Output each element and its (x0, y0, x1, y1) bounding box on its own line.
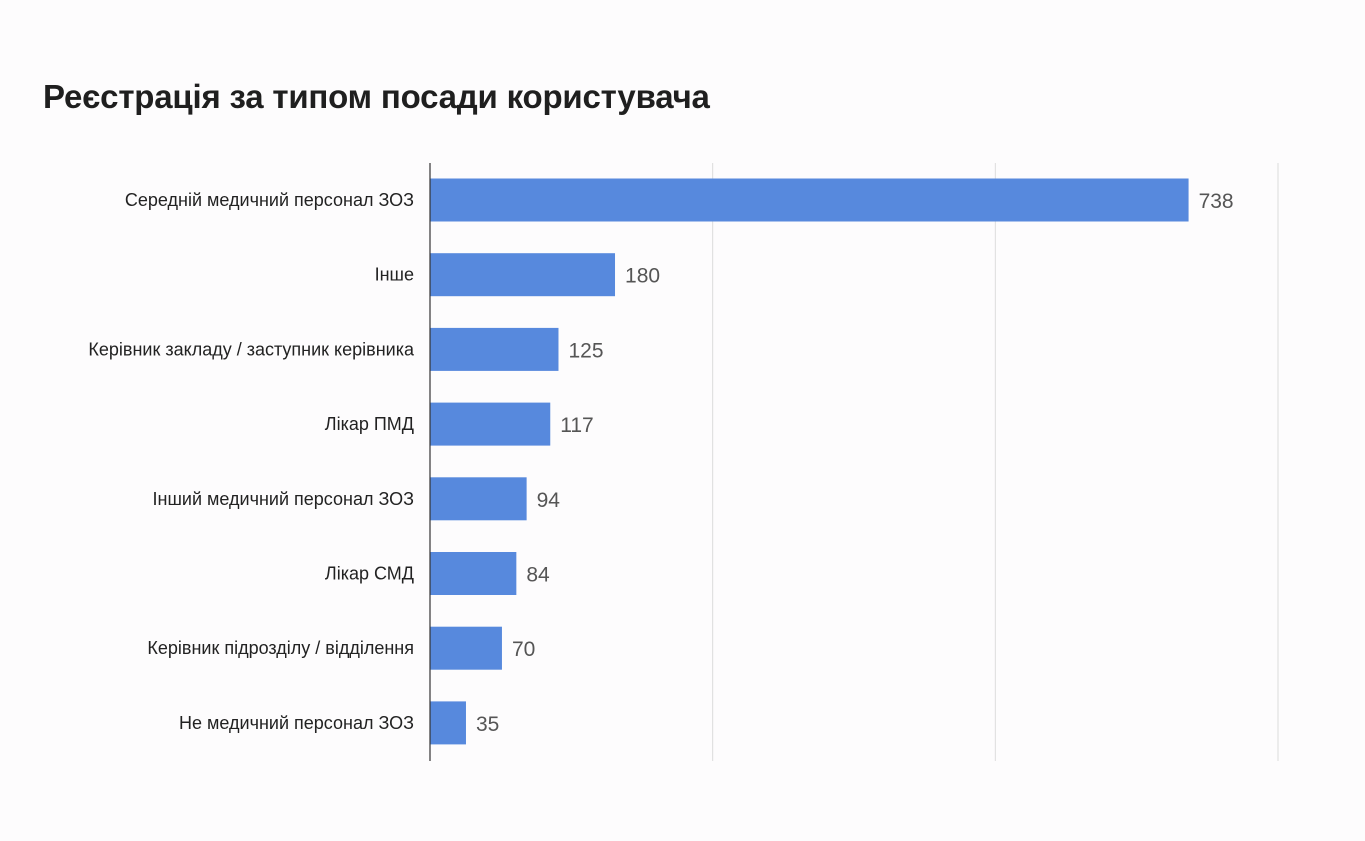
data-label: 117 (560, 414, 593, 437)
bar (430, 626, 502, 670)
category-label: Керівник підрозділу / відділення (147, 638, 414, 658)
category-label: Лікар СМД (325, 564, 414, 584)
data-label: 180 (625, 265, 660, 288)
data-label: 125 (568, 339, 603, 362)
data-label: 35 (476, 713, 499, 736)
bar (430, 701, 466, 745)
chart-title: Реєстрація за типом посади користувача (43, 78, 710, 115)
data-label: 94 (537, 489, 561, 512)
category-label: Середній медичний персонал ЗОЗ (125, 190, 414, 210)
data-label: 738 (1199, 190, 1234, 213)
category-label: Не медичний персонал ЗОЗ (179, 713, 414, 733)
category-label: Інший медичний персонал ЗОЗ (153, 489, 414, 509)
category-labels: Середній медичний персонал ЗОЗ Інше Керівн… (88, 190, 415, 733)
bar (430, 552, 517, 595)
bars (430, 178, 1189, 745)
bar (430, 253, 616, 297)
bar (430, 178, 1189, 222)
category-label: Лікар ПМД (325, 414, 414, 434)
gridlines (712, 163, 1279, 761)
category-label: Керівник закладу / заступник керівника (88, 339, 415, 359)
data-label: 84 (526, 564, 550, 587)
data-label: 70 (512, 638, 535, 661)
bar (430, 327, 559, 371)
data-labels: 738 180 125 117 94 84 70 35 (476, 190, 1234, 736)
bar (430, 402, 551, 446)
bar (430, 477, 527, 521)
category-label: Інше (375, 265, 414, 285)
